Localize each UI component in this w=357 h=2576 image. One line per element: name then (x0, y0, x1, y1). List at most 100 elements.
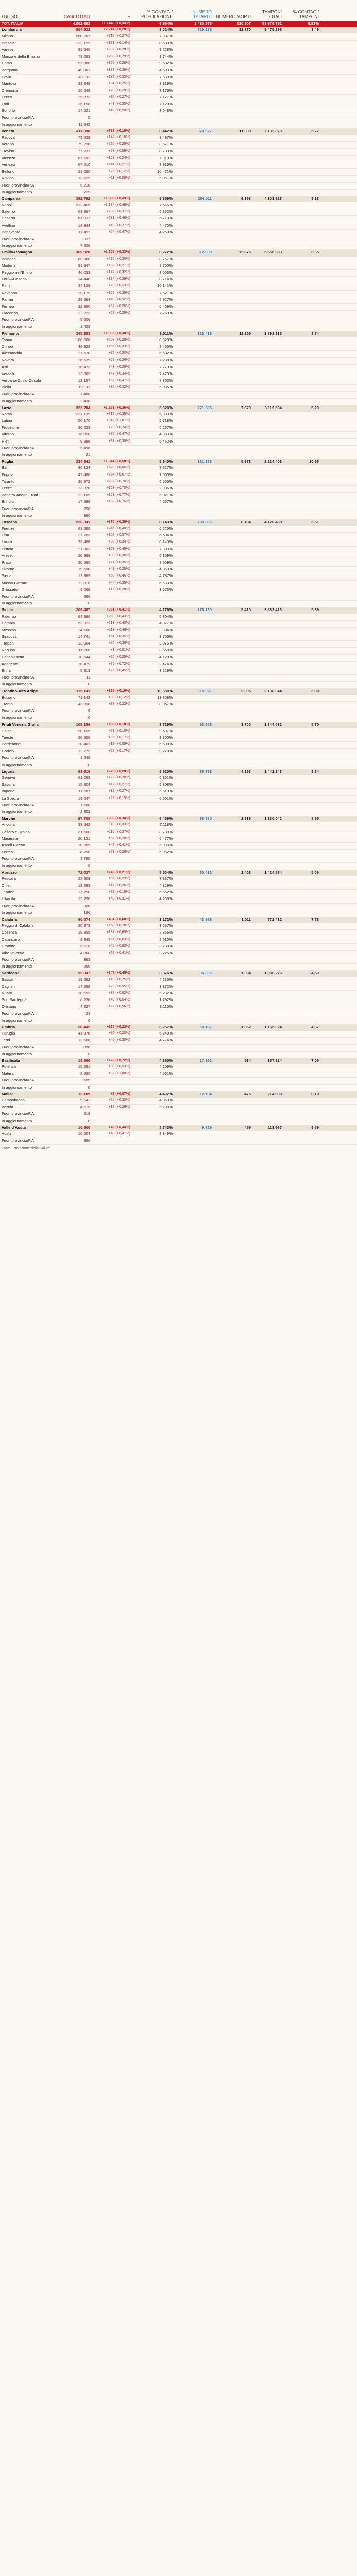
province-row[interactable]: Caltanissetta 10.544 +26 (+0,25%) 4,120% (0, 654, 357, 662)
province-row[interactable]: Frosinone 30.033 +70 (+0,24%) 6,267% (0, 425, 357, 432)
province-row[interactable]: Modena 91.947 +192 (+0,21%) 8,700% (0, 263, 357, 270)
province-row[interactable]: Potenza 15.281 +80 (+0,53%) 4,209% (0, 1064, 357, 1072)
province-row[interactable]: Treviso 77.731 +68 (+0,09%) 8,799% (0, 148, 357, 156)
province-row[interactable]: Pistoia 21.301 +103 (+0,49%) 7,309% (0, 546, 357, 553)
header-morti[interactable]: NUMERO MORTI (213, 0, 252, 21)
province-row[interactable]: Cagliari 14.258 +78 (+0,55%) 3,372% (0, 984, 357, 991)
province-row[interactable]: Fuori provincia/P.A 796 (0, 506, 357, 513)
region-row[interactable]: Lazio 323.784 +1.151 (+0,36%) 5,620% 271.385… (0, 405, 357, 412)
header-plus[interactable]: + (92, 0, 132, 21)
province-row[interactable]: Bolzano 71.143 +88 (+0,12%) 13,358% (0, 694, 357, 702)
region-row[interactable]: Basilicata 18.960 +172 (+0,72%) 4,350% 17.19… (0, 1058, 357, 1065)
province-row[interactable]: Foggia 42.486 +264 (+0,67%) 7,000% (0, 472, 357, 479)
province-row[interactable]: Lodi 16.150 +48 (+0,30%) 7,120% (0, 101, 357, 109)
province-row[interactable]: Fuori provincia/P.A 306 (0, 903, 357, 910)
province-row[interactable]: Crotone 5.518 +46 (+0,83%) 3,238% (0, 943, 357, 951)
province-row[interactable]: In aggiornamento 186 (0, 910, 357, 917)
province-row[interactable]: Mantova 33.848 +84 (+0,25%) 8,319% (0, 81, 357, 88)
province-row[interactable]: Fermo 8.758 +23 (+0,26%) 5,062% (0, 849, 357, 857)
province-row[interactable]: Reggio di Calabria 20.373 +158 (+0,78%) 3,6… (0, 923, 357, 930)
province-row[interactable]: Prato 20.590 +71 (+0,35%) 8,009% (0, 560, 357, 567)
province-row[interactable]: Pesaro e Urbino 31.500 +116 (+0,37%) 8,780% (0, 829, 357, 836)
province-row[interactable]: In aggiornamento 0 (0, 600, 357, 608)
province-row[interactable]: In aggiornamento 360 (0, 513, 357, 520)
province-row[interactable]: Imperia 11.687 +32 (+0,27%) 5,619% (0, 788, 357, 796)
province-row[interactable]: Milano 260.267 +710 (+0,27%) 7,987% (0, 33, 357, 41)
province-row[interactable]: Rieti 9.888 +37 (+0,38%) 6,462% (0, 438, 357, 446)
province-row[interactable]: Grosseto 8.069 +16 (+0,20%) 3,673% (0, 587, 357, 594)
province-row[interactable]: Verona 79.298 +220 (+0,28%) 8,571% (0, 141, 357, 149)
province-row[interactable]: In aggiornamento 0 (0, 1051, 357, 1058)
province-row[interactable]: Viterbo 16.050 +70 (+0,47%) 4,989% (0, 431, 357, 439)
province-row[interactable]: Chieti 18.293 +47 (+0,26%) 4,829% (0, 883, 357, 890)
province-row[interactable]: Pavia 40.311 +132 (+0,33%) 7,630% (0, 74, 357, 81)
province-row[interactable]: Pisa 27.763 +102 (+0,37%) 6,634% (0, 532, 357, 540)
province-row[interactable]: Monza e della Brianza 79.093 +233 (+0,29%)… (0, 54, 357, 61)
province-row[interactable]: Asti 16.473 +43 (+0,26%) 7,770% (0, 364, 357, 371)
province-row[interactable]: Fuori provincia/P.A 5.218 (0, 182, 357, 190)
province-row[interactable]: Lucca 23.488 +80 (+0,34%) 6,140% (0, 539, 357, 547)
province-row[interactable]: Ascoli Piceno 10.389 +42 (+0,41%) 5,090% (0, 842, 357, 850)
province-row[interactable]: Vercelli 12.803 +43 (+0,34%) 7,470% (0, 371, 357, 378)
province-row[interactable]: Como 57.386 +160 (+0,28%) 9,602% (0, 60, 357, 68)
province-row[interactable]: Torino 180.606 +508 (+0,28%) 8,320% (0, 337, 357, 344)
region-row[interactable]: Veneto 411.898 +788 (+0,19%) 8,442% 378.677 1… (0, 128, 357, 135)
province-row[interactable]: Sassari 19.682 +49 (+0,25%) 4,235% (0, 977, 357, 984)
province-row[interactable]: Forlì—Cesena 34.448 +134 (+0,39%) 8,714% (0, 276, 357, 284)
province-row[interactable]: Fuori provincia/P.A 5.498 (0, 445, 357, 453)
province-row[interactable]: Messina 24.506 +113 (+0,46%) 3,904% (0, 627, 357, 635)
province-row[interactable]: Napoli 232.465 +1.134 (+0,49%) 7,566% (0, 202, 357, 210)
province-row[interactable]: In aggiornamento 11.242 (0, 122, 357, 129)
province-row[interactable]: Fuori provincia/P.A 396 (0, 1138, 357, 1145)
header-casi[interactable]: CASI TOTALI (50, 0, 92, 21)
province-row[interactable]: Nuoro 10.593 +87 (+0,82%) 5,282% (0, 990, 357, 998)
region-row[interactable]: Umbria 56.442 +120 (+0,22%) 6,257% 50.167 1.3… (0, 1024, 357, 1031)
province-row[interactable]: Oristano 4.827 +27 (+0,56%) 3,115% (0, 1004, 357, 1011)
country-row[interactable]: TOT. ITALIA 4.002.693 +13.446 (+0,34%) 6… (0, 21, 357, 28)
province-row[interactable]: Trieste 20.556 +35 (+0,17%) 8,800% (0, 735, 357, 742)
province-row[interactable]: Pordenone 20.461 +19 (+0,09%) 6,500% (0, 741, 357, 749)
province-row[interactable]: Pescara 22.908 +66 (+0,29%) 7,337% (0, 876, 357, 883)
province-row[interactable]: Novara 26.639 +69 (+0,26%) 7,288% (0, 357, 357, 365)
province-row[interactable]: In aggiornamento 729 (0, 189, 357, 196)
province-row[interactable]: Terni 13.568 +40 (+0,30%) 4,774% (0, 1037, 357, 1045)
province-row[interactable]: Trento 43.998 +97 (+0,22%) 8,067% (0, 701, 357, 709)
province-row[interactable]: Enna 5.813 +26 (+0,45%) 3,629% (0, 668, 357, 675)
region-row[interactable]: Friuli Venezia Giulia 105.156 +108 (+0,10%… (0, 722, 357, 728)
province-row[interactable]: Ragusa 11.260 +1 (+0,01%) 3,568% (0, 647, 357, 655)
province-row[interactable]: Lecco 25.873 +70 (+0,27%) 7,127% (0, 94, 357, 102)
region-row[interactable]: Puglia 234.841 +1.344 (+0,58%) 5,940% 181.37… (0, 459, 357, 466)
province-row[interactable]: Fuori provincia/P.A 585 (0, 1077, 357, 1085)
province-row[interactable]: Vibo Valentia 4.860 +20 (+0,41%) 3,225% (0, 950, 357, 958)
province-row[interactable]: Siracusa 14.741 +51 (+0,35%) 3,706% (0, 634, 357, 641)
province-row[interactable]: Barletta-Andria-Trani 22.189 +169 (+0,77%)… (0, 492, 357, 500)
region-row[interactable]: Sardegna 55.347 +247 (+0,45%) 3,376% 36.060 1… (0, 970, 357, 977)
province-row[interactable]: Alessandria 27.670 +82 (+0,30%) 6,632% (0, 350, 357, 358)
province-row[interactable]: Udine 50.105 +51 (+0,10%) 9,597% (0, 728, 357, 735)
region-row[interactable]: Marche 97.700 +330 (+0,34%) 6,459% 88.580 2.9… (0, 816, 357, 823)
province-row[interactable]: In aggiornamento 0 (0, 1018, 357, 1025)
region-row[interactable]: Emilia-Romagna 369.928 +1.205 (+0,33%) 8,27… (0, 249, 357, 257)
province-row[interactable]: In aggiornamento 2.430 (0, 398, 357, 405)
province-row[interactable]: Padova 79.539 +147 (+0,18%) 8,497% (0, 135, 357, 142)
province-row[interactable]: In aggiornamento 1.423 (0, 324, 357, 331)
province-row[interactable]: Firenze 61.299 +245 (+0,40%) 6,225% (0, 526, 357, 533)
province-row[interactable]: Trapani 13.904 +50 (+0,36%) 3,075% (0, 640, 357, 648)
province-row[interactable]: Biella 10.911 +35 (+0,32%) 6,035% (0, 384, 357, 392)
province-row[interactable]: Ancona 33.542 +110 (+0,33%) 7,118% (0, 822, 357, 829)
province-row[interactable]: Rimini 34.138 +79 (+0,23%) 10,141% (0, 283, 357, 291)
province-row[interactable]: Caserta 61.337 +281 (+0,46%) 6,713% (0, 215, 357, 223)
province-row[interactable]: Reggio nell'Emilia 46.033 +147 (+0,32%) 8,0… (0, 269, 357, 277)
province-row[interactable]: Parma 28.594 +148 (+0,52%) 5,927% (0, 297, 357, 304)
province-row[interactable]: Teramo 17.750 +29 (+0,16%) 5,652% (0, 889, 357, 897)
province-row[interactable]: Fuori provincia/P.A 363 (0, 957, 357, 964)
province-row[interactable]: Piacenza 22.223 +62 (+0,28%) 7,759% (0, 310, 357, 318)
province-row[interactable]: Roma 231.139 +810 (+0,35%) 5,383% (0, 411, 357, 419)
province-row[interactable]: In aggiornamento 2.803 (0, 809, 357, 817)
region-row[interactable]: Toscana 226.841 +870 (+0,39%) 6,143% 199.886… (0, 519, 357, 527)
region-row[interactable]: Calabria 60.074 +404 (+0,68%) 3,172% 43.988 1… (0, 917, 357, 924)
province-row[interactable]: Macerata 20.131 +57 (+0,28%) 6,477% (0, 836, 357, 843)
province-row[interactable]: Aosta 10.504 +43 (+0,41%) 8,349% (0, 1131, 357, 1139)
province-row[interactable]: Fuori provincia/P.A 218 (0, 1111, 357, 1118)
province-row[interactable]: Livorno 19.598 +49 (+0,25%) 4,969% (0, 566, 357, 574)
